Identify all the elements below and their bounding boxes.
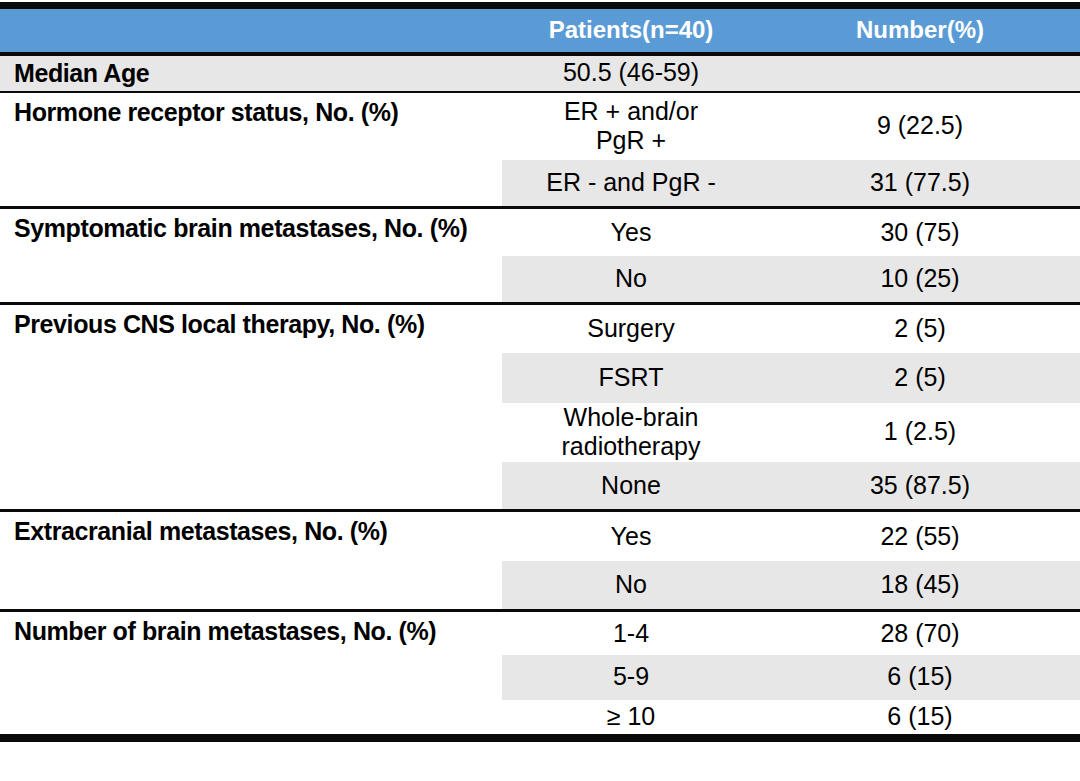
row-label-extracranial-metastases: Extracranial metastases, No. (%) — [0, 511, 502, 611]
value-cell: Yes — [502, 208, 760, 256]
number-cell: 35 (87.5) — [760, 462, 1080, 511]
value-cell: 50.5 (46-59) — [502, 54, 760, 92]
value-cell: Yes — [502, 511, 760, 561]
number-cell: 6 (15) — [760, 655, 1080, 700]
number-cell: 30 (75) — [760, 208, 1080, 256]
patient-characteristics-table: Patients(n=40) Number(%) Median Age 50.5… — [0, 2, 1080, 742]
table-row-extracranial-yes: Extracranial metastases, No. (%) Yes 22 … — [0, 511, 1080, 561]
number-cell: 18 (45) — [760, 561, 1080, 611]
number-cell: 9 (22.5) — [760, 92, 1080, 160]
value-cell: FSRT — [502, 353, 760, 403]
value-cell: None — [502, 462, 760, 511]
row-label-hormone-receptor-status: Hormone receptor status, No. (%) — [0, 92, 502, 208]
table-row-brainmets-1-4: Number of brain metastases, No. (%) 1-4 … — [0, 611, 1080, 655]
table-row-cns-surgery: Previous CNS local therapy, No. (%) Surg… — [0, 304, 1080, 353]
header-number-column: Number(%) — [760, 6, 1080, 54]
header-patients-column: Patients(n=40) — [502, 6, 760, 54]
number-cell: 31 (77.5) — [760, 160, 1080, 208]
number-cell: 22 (55) — [760, 511, 1080, 561]
row-label-symptomatic-brain-metastases: Symptomatic brain metastases, No. (%) — [0, 208, 502, 304]
value-cell: No — [502, 561, 760, 611]
table-row-symptomatic-yes: Symptomatic brain metastases, No. (%) Ye… — [0, 208, 1080, 256]
table-row-hormone-er-positive: Hormone receptor status, No. (%) ER + an… — [0, 92, 1080, 160]
number-cell: 2 (5) — [760, 353, 1080, 403]
row-label-previous-cns-local-therapy: Previous CNS local therapy, No. (%) — [0, 304, 502, 511]
header-empty-cell — [0, 6, 502, 54]
number-cell: 28 (70) — [760, 611, 1080, 655]
value-cell: No — [502, 256, 760, 304]
value-cell: Whole-brain radiotherapy — [502, 403, 760, 462]
patient-characteristics-page: Patients(n=40) Number(%) Median Age 50.5… — [0, 0, 1080, 742]
value-cell: Surgery — [502, 304, 760, 353]
number-cell: 10 (25) — [760, 256, 1080, 304]
number-cell: 1 (2.5) — [760, 403, 1080, 462]
value-cell: ER + and/or PgR + — [502, 92, 760, 160]
number-cell: 6 (15) — [760, 700, 1080, 738]
value-cell: ≥ 10 — [502, 700, 760, 738]
value-cell: ER - and PgR - — [502, 160, 760, 208]
number-cell — [760, 54, 1080, 92]
row-label-number-of-brain-metastases: Number of brain metastases, No. (%) — [0, 611, 502, 738]
value-cell: 1-4 — [502, 611, 760, 655]
value-cell: 5-9 — [502, 655, 760, 700]
number-cell: 2 (5) — [760, 304, 1080, 353]
row-label-median-age: Median Age — [0, 54, 502, 92]
table-row-median-age: Median Age 50.5 (46-59) — [0, 54, 1080, 92]
table-header-row: Patients(n=40) Number(%) — [0, 6, 1080, 54]
